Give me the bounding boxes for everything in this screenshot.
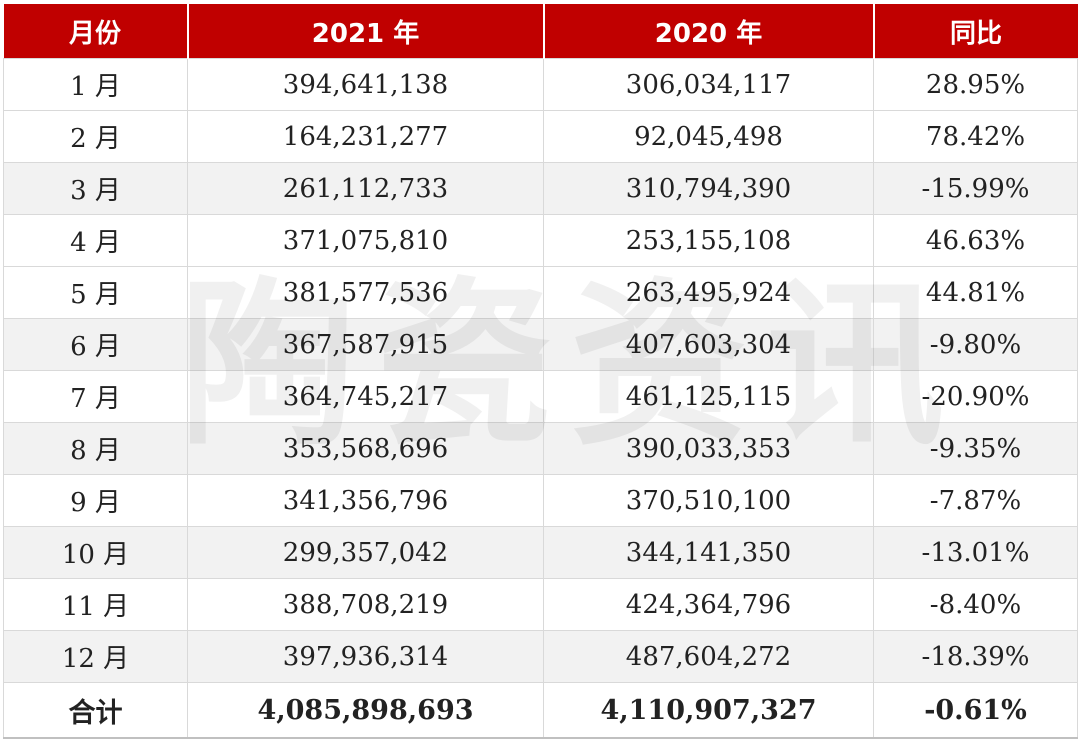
total-label: 合计 [3, 682, 188, 739]
cell-month: 4 月 [3, 214, 188, 267]
cell-2020: 390,033,353 [543, 422, 874, 475]
cell-yoy: 46.63% [873, 214, 1078, 267]
table-header: 月份 2021 年 2020 年 同比 [3, 4, 1078, 59]
cell-2020: 263,495,924 [543, 266, 874, 319]
table-row: 7 月 364,745,217 461,125,115 -20.90% [3, 370, 1078, 423]
cell-month: 12 月 [3, 630, 188, 683]
header-row: 月份 2021 年 2020 年 同比 [3, 4, 1078, 59]
cell-2020: 487,604,272 [543, 630, 874, 683]
cell-yoy: -9.80% [873, 318, 1078, 371]
cell-2021: 164,231,277 [187, 110, 544, 163]
cell-2020: 344,141,350 [543, 526, 874, 579]
cell-month: 7 月 [3, 370, 188, 423]
table-row: 6 月 367,587,915 407,603,304 -9.80% [3, 318, 1078, 371]
cell-2021: 371,075,810 [187, 214, 544, 267]
table-row: 12 月 397,936,314 487,604,272 -18.39% [3, 630, 1078, 683]
cell-yoy: 78.42% [873, 110, 1078, 163]
cell-month: 8 月 [3, 422, 188, 475]
cell-2020: 306,034,117 [543, 58, 874, 111]
cell-yoy: -13.01% [873, 526, 1078, 579]
cell-2021: 394,641,138 [187, 58, 544, 111]
cell-yoy: 28.95% [873, 58, 1078, 111]
cell-yoy: -15.99% [873, 162, 1078, 215]
cell-month: 1 月 [3, 58, 188, 111]
cell-month: 3 月 [3, 162, 188, 215]
table-row: 1 月 394,641,138 306,034,117 28.95% [3, 58, 1078, 111]
header-2020: 2020 年 [543, 4, 875, 59]
cell-yoy: -7.87% [873, 474, 1078, 527]
cell-2021: 364,745,217 [187, 370, 544, 423]
cell-2020: 253,155,108 [543, 214, 874, 267]
cell-month: 5 月 [3, 266, 188, 319]
table-row: 4 月 371,075,810 253,155,108 46.63% [3, 214, 1078, 267]
header-2021: 2021 年 [187, 4, 545, 59]
table-row: 2 月 164,231,277 92,045,498 78.42% [3, 110, 1078, 163]
cell-2021: 299,357,042 [187, 526, 544, 579]
cell-2020: 92,045,498 [543, 110, 874, 163]
cell-month: 6 月 [3, 318, 188, 371]
header-month: 月份 [3, 4, 189, 59]
cell-2021: 353,568,696 [187, 422, 544, 475]
cell-2020: 461,125,115 [543, 370, 874, 423]
cell-month: 2 月 [3, 110, 188, 163]
cell-2020: 310,794,390 [543, 162, 874, 215]
cell-month: 11 月 [3, 578, 188, 631]
table-body: 1 月 394,641,138 306,034,117 28.95% 2 月 164,23… [3, 58, 1078, 739]
table-row: 9 月 341,356,796 370,510,100 -7.87% [3, 474, 1078, 527]
total-2021: 4,085,898,693 [187, 682, 544, 739]
cell-month: 9 月 [3, 474, 188, 527]
cell-2021: 341,356,796 [187, 474, 544, 527]
cell-2020: 424,364,796 [543, 578, 874, 631]
table-row: 5 月 381,577,536 263,495,924 44.81% [3, 266, 1078, 319]
data-table-container: 月份 2021 年 2020 年 同比 1 月 394,641,138 306,03… [3, 4, 1078, 739]
cell-2020: 407,603,304 [543, 318, 874, 371]
cell-2021: 397,936,314 [187, 630, 544, 683]
cell-yoy: 44.81% [873, 266, 1078, 319]
total-row: 合计 4,085,898,693 4,110,907,327 -0.61% [3, 682, 1078, 739]
cell-2021: 388,708,219 [187, 578, 544, 631]
table-row: 11 月 388,708,219 424,364,796 -8.40% [3, 578, 1078, 631]
cell-yoy: -20.90% [873, 370, 1078, 423]
cell-yoy: -9.35% [873, 422, 1078, 475]
table-row: 3 月 261,112,733 310,794,390 -15.99% [3, 162, 1078, 215]
cell-2021: 261,112,733 [187, 162, 544, 215]
total-yoy: -0.61% [873, 682, 1078, 739]
cell-yoy: -18.39% [873, 630, 1078, 683]
cell-2021: 381,577,536 [187, 266, 544, 319]
header-yoy: 同比 [873, 4, 1078, 59]
cell-2020: 370,510,100 [543, 474, 874, 527]
cell-month: 10 月 [3, 526, 188, 579]
table-row: 10 月 299,357,042 344,141,350 -13.01% [3, 526, 1078, 579]
monthly-comparison-table: 月份 2021 年 2020 年 同比 1 月 394,641,138 306,03… [3, 4, 1078, 739]
cell-2021: 367,587,915 [187, 318, 544, 371]
table-row: 8 月 353,568,696 390,033,353 -9.35% [3, 422, 1078, 475]
cell-yoy: -8.40% [873, 578, 1078, 631]
total-2020: 4,110,907,327 [543, 682, 874, 739]
